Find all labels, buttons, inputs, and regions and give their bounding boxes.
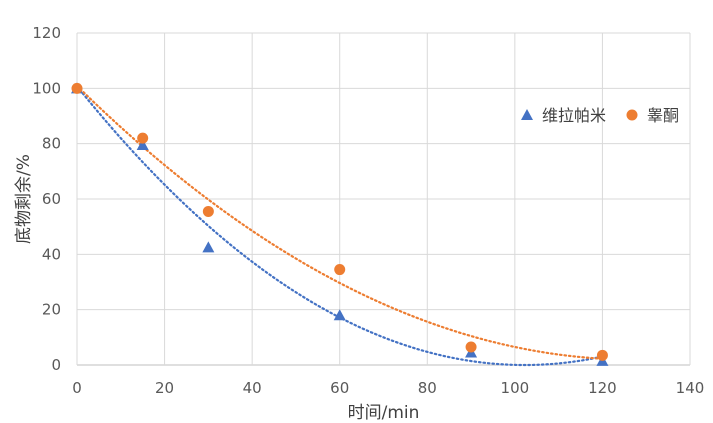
circle-point xyxy=(465,341,477,353)
x-tick-label: 140 xyxy=(676,379,705,397)
x-tick-label: 0 xyxy=(72,379,82,397)
circle-point xyxy=(334,264,346,276)
circle-point xyxy=(202,205,214,217)
x-axis-title: 时间/min xyxy=(348,403,420,423)
legend-triangle-marker xyxy=(521,109,533,120)
y-axis-title: 底物剩余/% xyxy=(14,154,34,244)
circle-point xyxy=(137,132,149,144)
legend: 维拉帕米 睾酮 xyxy=(521,106,679,125)
triangle-point xyxy=(202,241,215,253)
circle-point xyxy=(71,82,83,94)
y-tick-label: 120 xyxy=(32,24,61,42)
x-tick-label: 100 xyxy=(501,379,530,397)
y-tick-label: 100 xyxy=(32,79,61,97)
y-tick-label: 0 xyxy=(51,356,61,374)
y-tick-label: 20 xyxy=(42,301,61,319)
circle-point xyxy=(596,349,608,361)
y-tick-label: 40 xyxy=(42,245,61,263)
x-tick-label: 20 xyxy=(155,379,174,397)
trendline-1 xyxy=(75,84,604,360)
x-tick-label: 80 xyxy=(418,379,437,397)
tick-labels: 0 20 40 60 80 100 120 0 20 40 60 80 100 120 140 xyxy=(32,24,704,397)
legend-circle-marker xyxy=(626,109,638,121)
x-tick-label: 60 xyxy=(330,379,349,397)
x-tick-label: 120 xyxy=(588,379,617,397)
triangle-point xyxy=(136,139,149,151)
triangle-point xyxy=(333,309,346,321)
data-points xyxy=(71,82,609,366)
x-tick-label: 40 xyxy=(243,379,262,397)
legend-label: 睾酮 xyxy=(647,106,679,125)
legend-label: 维拉帕米 xyxy=(542,106,606,125)
y-tick-label: 80 xyxy=(42,135,61,153)
grid-lines xyxy=(76,32,691,366)
y-tick-label: 60 xyxy=(42,190,61,208)
